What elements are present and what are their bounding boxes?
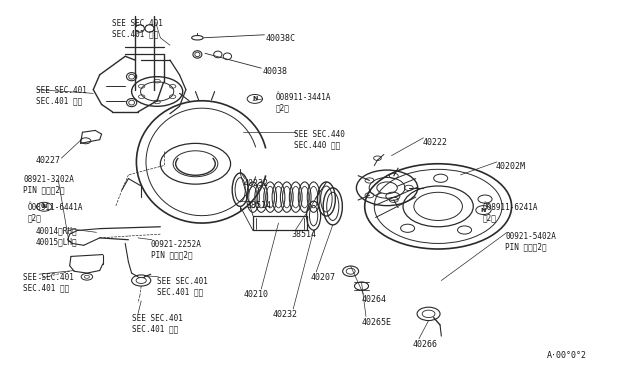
Circle shape [136,278,147,283]
Text: 40222: 40222 [422,138,447,147]
Text: SEE SEC.401
SEC.401 参照: SEE SEC.401 SEC.401 参照 [23,273,74,292]
Circle shape [84,275,90,278]
Text: 40038C: 40038C [266,34,296,43]
Text: 40202M: 40202M [495,162,525,171]
Text: 38514: 38514 [291,231,316,240]
Text: 38514: 38514 [246,201,271,210]
Text: 40232: 40232 [243,179,268,187]
Ellipse shape [136,25,145,32]
Text: 40038: 40038 [262,67,287,76]
Ellipse shape [145,25,154,32]
Text: SEE SEC.401
SEC.401 参照: SEE SEC.401 SEC.401 参照 [36,86,86,105]
Text: SEE SEC.401
SEC.401 参照: SEE SEC.401 SEC.401 参照 [132,314,182,333]
Text: Ô08911-6241A
（2）: Ô08911-6241A （2） [483,203,538,222]
Text: 00921-5402A
PIN ピン（2）: 00921-5402A PIN ピン（2） [505,232,556,252]
Text: Ô08911-6441A
（2）: Ô08911-6441A （2） [28,203,83,222]
Circle shape [377,182,397,194]
Text: 40264: 40264 [362,295,387,304]
Text: N: N [42,204,47,209]
Circle shape [414,192,463,221]
Text: A·00°0°2: A·00°0°2 [547,351,587,360]
Text: 40014（RH）
40015（LH）: 40014（RH） 40015（LH） [36,227,77,246]
Text: 40266: 40266 [413,340,438,349]
Text: 40210: 40210 [243,290,268,299]
Text: 40232: 40232 [272,310,297,319]
Text: 40207: 40207 [310,273,335,282]
Text: N: N [481,208,486,212]
Text: SEE SEC.401
SEC.401 参照: SEE SEC.401 SEC.401 参照 [157,277,208,296]
Text: SEE SEC.401
SEC.401 参照: SEE SEC.401 SEC.401 参照 [113,19,163,39]
Text: Ô08911-3441A
（2）: Ô08911-3441A （2） [275,93,331,113]
Text: 40265E: 40265E [362,318,392,327]
Ellipse shape [191,36,203,40]
Text: 00921-2252A
PIN ピン（2）: 00921-2252A PIN ピン（2） [151,240,202,259]
Text: 40227: 40227 [36,156,61,165]
Circle shape [422,310,435,318]
Text: 08921-3202A
PIN ピン（2）: 08921-3202A PIN ピン（2） [23,175,74,194]
Text: N: N [252,96,257,102]
Text: SEE SEC.440
SEC.440 参照: SEE SEC.440 SEC.440 参照 [294,131,346,150]
